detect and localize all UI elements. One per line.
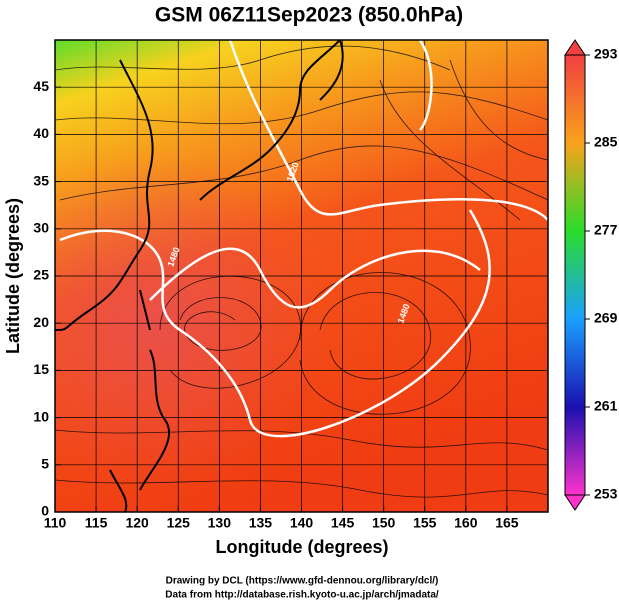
y-tick-label: 0 xyxy=(41,503,49,519)
colorbar-scale xyxy=(564,54,586,496)
coastlines xyxy=(55,40,344,512)
y-tick-label: 25 xyxy=(33,267,49,283)
grid xyxy=(55,40,548,512)
y-tick-label: 15 xyxy=(33,361,49,377)
x-tick-label: 160 xyxy=(454,515,478,531)
y-axis-label: Latitude (degrees) xyxy=(3,198,23,354)
axes: 110 115 120 125 130 135 140 145 150 155 160 165 0 5 10… xyxy=(33,78,518,531)
colorbar-tick-label: 293 xyxy=(594,46,618,62)
y-tick-label: 20 xyxy=(33,314,49,330)
colorbar-tick-label: 261 xyxy=(594,398,618,414)
x-tick-label: 150 xyxy=(372,515,396,531)
contours xyxy=(59,40,548,438)
credit: Drawing by DCL (https://www.gfd-dennou.o… xyxy=(166,576,439,587)
x-tick-label: 130 xyxy=(208,515,232,531)
y-tick-label: 30 xyxy=(33,220,49,236)
colorbar: 253 261 269 277 285 293 xyxy=(564,39,618,511)
x-tick-label: 135 xyxy=(249,515,273,531)
x-tick-label: 155 xyxy=(413,515,437,531)
streamlines xyxy=(55,45,548,498)
x-axis-label: Longitude (degrees) xyxy=(215,537,388,557)
y-tick-label: 35 xyxy=(33,172,49,188)
colorbar-tick-label: 253 xyxy=(594,486,618,502)
colorbar-tick-label: 269 xyxy=(594,310,618,326)
x-tick-label: 140 xyxy=(290,515,314,531)
x-tick-label: 145 xyxy=(331,515,355,531)
colorbar-top xyxy=(564,39,586,56)
y-tick-label: 10 xyxy=(33,408,49,424)
colorbar-tick-label: 277 xyxy=(594,222,618,238)
credit: Data from http://database.rish.kyoto-u.a… xyxy=(165,590,439,601)
x-tick-label: 115 xyxy=(85,515,108,531)
x-tick-label: 120 xyxy=(125,515,149,531)
colorbar-bottom xyxy=(564,494,586,511)
title: GSM 06Z11Sep2023 (850.0hPa) xyxy=(155,4,463,27)
y-tick-label: 40 xyxy=(33,125,49,141)
colorbar-tick-label: 285 xyxy=(594,134,618,150)
x-tick-label: 125 xyxy=(167,515,191,531)
y-tick-label: 45 xyxy=(33,78,49,94)
y-tick-label: 5 xyxy=(41,456,49,472)
x-tick-label: 110 xyxy=(44,515,67,531)
x-tick-label: 165 xyxy=(495,515,519,531)
